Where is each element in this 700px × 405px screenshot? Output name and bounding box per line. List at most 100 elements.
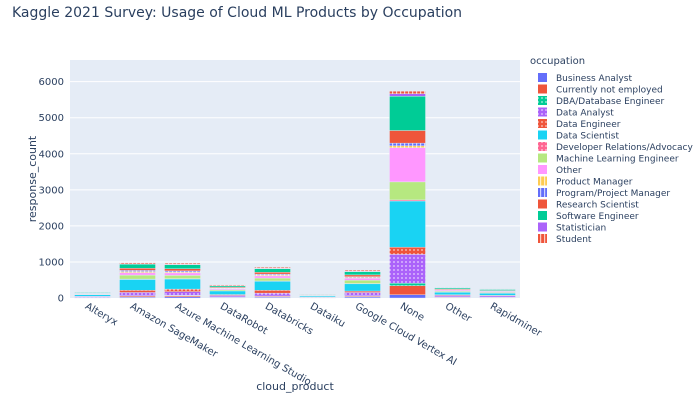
plot-area: 0 1000 2000 3000 4000 5000 6000 response_countc… — [26, 60, 544, 393]
bar-segment — [389, 181, 426, 201]
y-tick-label: 6000 — [39, 77, 64, 88]
bar-segment — [344, 280, 381, 284]
legend-item-label[interactable]: Machine Learning Engineer — [556, 155, 679, 165]
x-tick-label: None — [398, 301, 426, 324]
legend-swatch[interactable] — [538, 130, 547, 140]
bar-segment-pattern — [344, 292, 381, 296]
plot-background — [70, 60, 520, 298]
bar-segment — [119, 279, 156, 291]
bar-segment-pattern — [344, 291, 381, 293]
x-tick-label: Databricks — [263, 301, 315, 337]
bar-segment-pattern — [389, 145, 426, 148]
bar-segment-pattern — [389, 254, 426, 284]
bar-segment-pattern — [209, 295, 246, 297]
legend-item-label[interactable]: Currently not employed — [556, 86, 663, 96]
legend-item-label[interactable]: Software Engineer — [556, 212, 639, 222]
bar-segment — [119, 268, 156, 271]
legend-item-label[interactable]: Data Scientist — [556, 132, 619, 142]
bar-segment-pattern — [119, 290, 156, 293]
bar-segment — [344, 271, 381, 276]
legend-item-label[interactable]: DBA/Database Engineer — [556, 97, 664, 107]
bar-segment — [389, 130, 426, 144]
y-tick-label: 2000 — [39, 221, 64, 232]
legend-swatch[interactable] — [538, 84, 547, 94]
bar-segment — [74, 294, 111, 297]
bar-segment — [389, 294, 426, 299]
bar-segment-pattern — [119, 270, 156, 272]
legend-item-label[interactable]: Statistician — [556, 224, 606, 234]
y-tick-label: 5000 — [39, 113, 64, 124]
bar-segment-pattern — [254, 274, 291, 276]
x-tick-label: Dataiku — [308, 301, 347, 330]
legend-swatch-pattern — [538, 234, 547, 243]
legend-swatch[interactable] — [538, 73, 547, 82]
legend-swatch-pattern — [538, 142, 547, 151]
bar-segment — [389, 285, 426, 295]
chart-title: Kaggle 2021 Survey: Usage of Cloud ML Pr… — [12, 5, 462, 21]
legend-item-label[interactable]: Program/Project Manager — [556, 189, 670, 199]
bar-segment-pattern — [389, 91, 426, 94]
legend-item-label[interactable]: Product Manager — [556, 178, 633, 188]
legend-item-label[interactable]: Other — [556, 166, 582, 176]
bar-segment — [389, 200, 426, 248]
bar-segment — [479, 293, 516, 296]
bar-segment — [209, 290, 246, 295]
bar-segment-pattern — [254, 274, 291, 275]
bar-segment — [434, 291, 471, 295]
bar-segment-pattern — [164, 289, 201, 292]
legend-swatch[interactable] — [538, 222, 547, 232]
legend-swatch-pattern — [538, 176, 547, 186]
y-axis-title: response_count — [26, 135, 39, 222]
legend-title: occupation — [530, 56, 585, 67]
bar-segment-pattern — [209, 294, 246, 296]
bar-segment — [164, 264, 201, 269]
bar-segment-pattern — [479, 295, 516, 296]
bar-segment-pattern — [254, 293, 291, 297]
bar-segment-pattern — [119, 262, 156, 264]
legend-item-label[interactable]: Data Analyst — [556, 109, 614, 119]
bar-segment — [164, 275, 201, 279]
legend-swatch-pattern — [538, 96, 547, 105]
bar-segment — [164, 272, 201, 276]
bar-segment-pattern — [119, 292, 156, 296]
bar-segment — [164, 278, 201, 290]
bar-segment-pattern — [164, 291, 201, 296]
legend-item-label[interactable]: Developer Relations/Advocacy — [556, 143, 693, 153]
legend-swatch[interactable] — [538, 211, 547, 220]
bar-segment-pattern — [254, 290, 291, 294]
legend-swatch[interactable] — [538, 199, 547, 209]
bar-segment — [254, 272, 291, 275]
x-tick-label: Rapidminer — [488, 301, 544, 340]
bar-segment — [344, 274, 381, 277]
bar-segment-pattern — [389, 143, 426, 146]
y-tick-label: 0 — [58, 294, 64, 305]
legend-item-label[interactable]: Student — [556, 235, 592, 245]
bar-segment-pattern — [389, 247, 426, 255]
bar-segment — [119, 272, 156, 276]
bar-segment-pattern — [479, 295, 516, 298]
legend-swatch-pattern — [538, 119, 547, 128]
y-tick-label: 3000 — [39, 185, 64, 196]
legend-item-label[interactable]: Research Scientist — [556, 201, 639, 211]
bar-segment — [389, 96, 426, 131]
bar-segment-pattern — [389, 199, 426, 201]
bar-segment-pattern — [434, 295, 471, 297]
legend-swatch[interactable] — [538, 165, 547, 174]
legend-item-label[interactable]: Business Analyst — [556, 74, 632, 84]
x-tick-label: Alteryx — [83, 301, 119, 328]
y-tick-label: 4000 — [39, 149, 64, 160]
legend-swatch[interactable] — [538, 153, 547, 163]
legend-item-label[interactable]: Data Engineer — [556, 120, 621, 130]
bar-segment-pattern — [434, 294, 471, 296]
bar-segment-pattern — [74, 296, 111, 298]
bar-segment-pattern — [119, 271, 156, 273]
bar-segment-pattern — [254, 267, 291, 269]
bar-segment-pattern — [164, 271, 201, 273]
bar-segment-pattern — [344, 276, 381, 278]
x-axis-title: cloud_product — [256, 380, 334, 393]
bar-segment — [164, 268, 201, 272]
bar-segment — [389, 93, 426, 97]
legend: occupation Business Analyst Currently not … — [530, 56, 693, 245]
bar-segment — [254, 277, 291, 282]
bar-segment-pattern — [164, 263, 201, 265]
